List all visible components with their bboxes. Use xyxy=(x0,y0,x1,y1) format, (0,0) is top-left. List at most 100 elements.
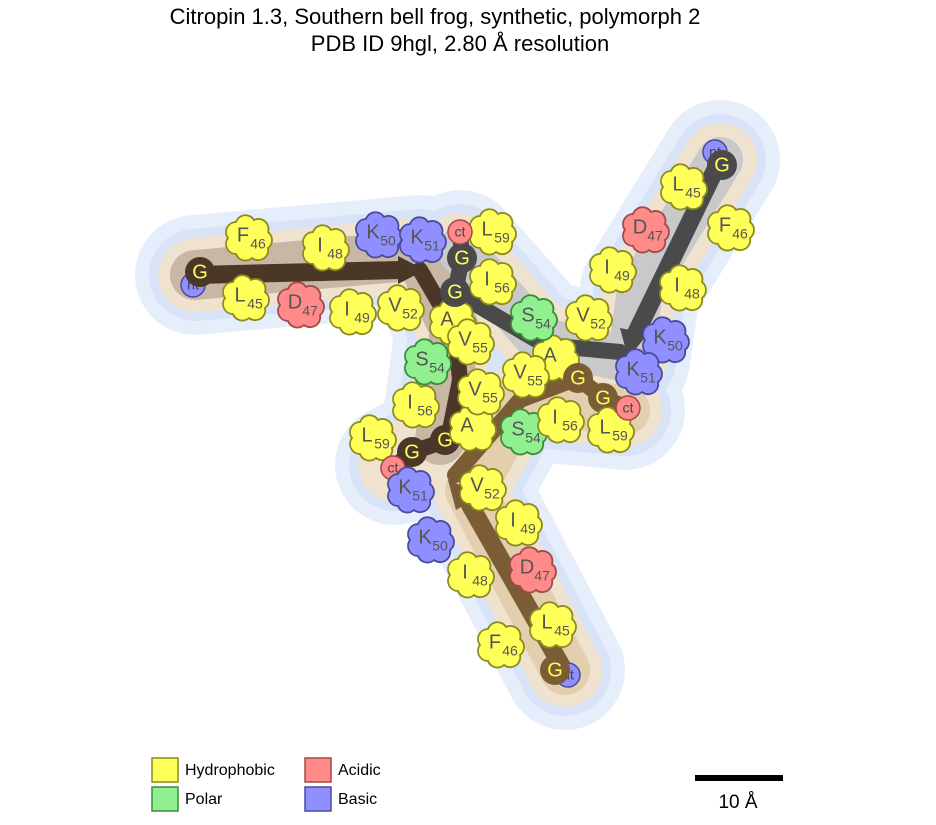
residue-shape xyxy=(459,464,507,512)
glycine xyxy=(440,277,470,307)
residue-shape xyxy=(529,601,577,649)
residue-letter: I xyxy=(462,561,468,583)
residue-shape xyxy=(349,414,397,462)
residue-letter: G xyxy=(447,281,463,303)
residue-letter: V xyxy=(468,378,482,400)
residue: G xyxy=(440,277,470,307)
residue-letter: K xyxy=(410,226,424,248)
residue: V 52 xyxy=(565,294,613,342)
residue-number: 54 xyxy=(429,360,445,376)
residue-letter: K xyxy=(418,526,432,548)
residue-shape xyxy=(502,351,550,399)
residue: K 51 xyxy=(387,466,435,514)
residue-number: 47 xyxy=(647,228,663,244)
residue: I 56 xyxy=(469,258,517,306)
residue-number: 59 xyxy=(494,230,510,246)
residue-number: 51 xyxy=(424,238,440,254)
residue-letter: A xyxy=(460,414,474,436)
residue: G xyxy=(540,655,570,685)
residue-letter: F xyxy=(237,224,249,246)
legend-label: Polar xyxy=(185,791,223,808)
residue-shape xyxy=(407,516,455,564)
legend: Hydrophobic Polar Acidic Basic xyxy=(151,757,381,812)
residue-shape xyxy=(469,258,517,306)
residue: ct xyxy=(447,219,473,245)
residue: I 49 xyxy=(329,288,377,336)
residue-letter: I xyxy=(407,391,413,413)
residue-number: 45 xyxy=(554,623,570,639)
residue: I 48 xyxy=(447,551,495,599)
residue: I 56 xyxy=(537,396,585,444)
residue-number: 50 xyxy=(432,538,448,554)
residue-number: 51 xyxy=(640,370,656,386)
residue-number: 49 xyxy=(354,310,370,326)
residue-shape xyxy=(707,204,755,252)
residue: K 51 xyxy=(399,216,447,264)
residue-number: 46 xyxy=(250,236,266,252)
residue-number: 48 xyxy=(684,286,700,302)
residue-shape xyxy=(565,294,613,342)
residue-shape xyxy=(392,381,440,429)
residue-letter: I xyxy=(510,509,516,531)
legend-swatch xyxy=(304,757,332,783)
residue-shape xyxy=(615,348,663,396)
residue-letter: S xyxy=(415,348,428,370)
residue-number: 52 xyxy=(590,316,606,332)
residue: L 59 xyxy=(349,414,397,462)
residue-letter: L xyxy=(361,424,372,446)
residue: F 46 xyxy=(707,204,755,252)
residue: G xyxy=(397,437,427,467)
residue-number: 52 xyxy=(484,486,500,502)
residue-letter: D xyxy=(288,291,302,313)
residue-letter: L xyxy=(672,173,683,195)
residue-number: 49 xyxy=(614,268,630,284)
residue-shape xyxy=(329,288,377,336)
residue-letter: V xyxy=(470,474,484,496)
residues: ntGF46L45D47I48I49K50K51V52AV55S54I56GL5… xyxy=(180,139,755,688)
residue: I 56 xyxy=(392,381,440,429)
residue: I 48 xyxy=(659,264,707,312)
residue-letter: G xyxy=(437,429,453,451)
residue-shape xyxy=(659,264,707,312)
residue-letter: A xyxy=(543,344,557,366)
residue-letter: G xyxy=(547,659,563,681)
residue-shape xyxy=(447,551,495,599)
residue-shape xyxy=(622,206,670,254)
residue: I 49 xyxy=(589,246,637,294)
terminus-label: ct xyxy=(455,224,466,240)
residue-number: 46 xyxy=(502,643,518,659)
residue: G xyxy=(447,243,477,273)
residue: ct xyxy=(615,395,641,421)
residue-shape xyxy=(510,294,558,342)
residue: D 47 xyxy=(622,206,670,254)
terminus-label: ct xyxy=(388,460,399,476)
residue-number: 55 xyxy=(482,390,498,406)
residue-number: 46 xyxy=(732,226,748,242)
residue-number: 56 xyxy=(417,403,433,419)
residue-letter: S xyxy=(521,304,534,326)
residue-letter: K xyxy=(398,476,412,498)
residue: V 55 xyxy=(447,318,495,366)
residue-shape xyxy=(399,216,447,264)
residue: D 47 xyxy=(509,546,557,594)
residue-letter: V xyxy=(458,328,472,350)
residue-letter: V xyxy=(513,361,527,383)
residue-shape xyxy=(447,318,495,366)
residue-letter: G xyxy=(192,261,208,283)
terminus-label: ct xyxy=(623,400,634,416)
residue-number: 56 xyxy=(562,418,578,434)
residue-number: 48 xyxy=(472,573,488,589)
glycine xyxy=(447,243,477,273)
glycine xyxy=(588,383,618,413)
residue: V 52 xyxy=(459,464,507,512)
scale-bar-label: 10 Å xyxy=(718,792,757,813)
residue: F 46 xyxy=(477,621,525,669)
residue: G xyxy=(563,363,593,393)
residue-letter: G xyxy=(454,247,470,269)
residue-number: 55 xyxy=(527,373,543,389)
residue-number: 45 xyxy=(247,296,263,312)
residue: F 46 xyxy=(225,214,273,262)
glycine xyxy=(185,257,215,287)
residue-number: 52 xyxy=(402,306,418,322)
